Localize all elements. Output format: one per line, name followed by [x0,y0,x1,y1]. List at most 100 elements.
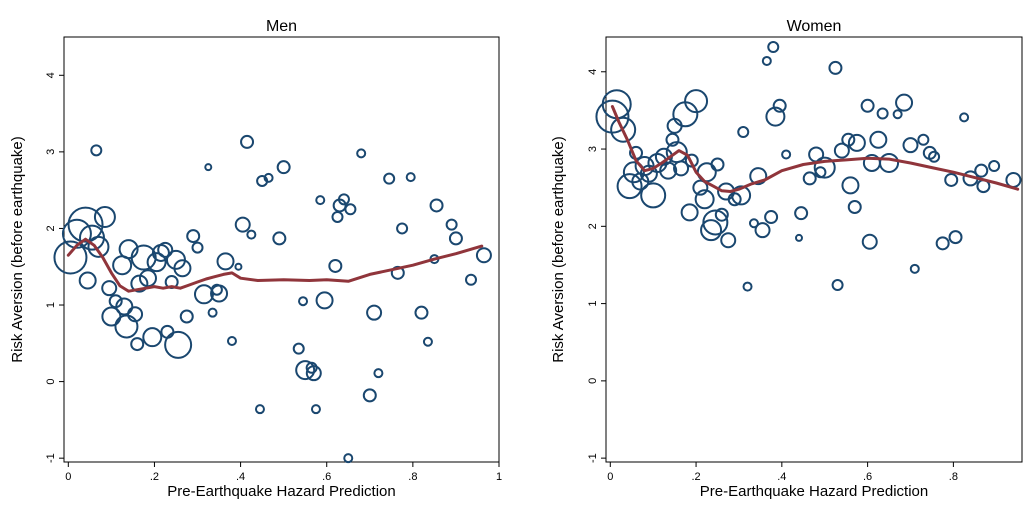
y-axis-title: Risk Aversion (before earthquake) [550,136,567,363]
y-tick-label: 2 [45,225,57,231]
y-tick-label: 3 [587,146,599,152]
scatter-point [622,161,645,184]
scatter-point [794,233,803,242]
scatter-point [727,192,742,207]
scatter-point [813,156,836,179]
scatter-point [207,307,218,318]
scatter-point [988,160,1001,173]
scatter-point [765,106,786,127]
scatter-point [944,172,959,187]
scatter-point [610,116,637,143]
scatter-point [917,133,930,146]
scatter-point [928,150,941,163]
scatter-point [692,179,709,196]
scatter-point [292,342,305,355]
x-tick-label: .6 [863,471,872,483]
scatter-point [847,200,862,214]
x-axis-title: Pre-Earthquake Hazard Prediction [700,483,928,500]
scatter-point [841,132,856,147]
scatter-point [90,144,103,157]
scatter-point [61,218,92,249]
y-tick-label: 0 [45,379,57,385]
scatter-point [710,157,725,172]
scatter-points [595,41,1022,292]
fit-line [66,237,484,293]
scatter-point [737,126,750,139]
y-axis-title: Risk Aversion (before earthquake) [9,136,26,363]
scatter-point [892,109,903,120]
scatter-point [422,336,433,347]
scatter-point [802,171,817,186]
scatter-point [861,233,878,250]
scatter-point [974,163,989,178]
scatter-point [959,112,970,123]
scatter-point [465,273,478,286]
y-tick-label: 1 [587,301,599,307]
x-tick-label: 0 [607,471,613,483]
scatter-point [448,231,463,246]
scatter-point [694,189,715,210]
y-tick-label: 4 [587,69,599,75]
scatter-point [396,222,409,235]
scatter-point [234,216,251,233]
scatter-point [204,163,213,172]
scatter-point [833,142,850,159]
scatter-point [405,172,416,183]
scatter-point [680,203,699,222]
scatter-point [254,404,265,415]
scatter-point [948,230,963,245]
x-tick-label: 0 [65,471,71,483]
scatter-point [684,89,709,114]
scatter-point [665,132,680,147]
y-tick-label: -1 [587,453,599,463]
chart-panel: Women 0 .2 .4 .6 .8 -1 0 1 2 3 4 Pre-Earthquake Haza… [550,18,1023,500]
scatter-point [298,296,309,307]
scatter-point [909,263,920,274]
scatter-point [794,206,809,221]
scatter-point [429,198,444,213]
scatter-point [373,368,384,379]
scatter-point [87,235,110,258]
x-tick-label: .6 [322,471,331,483]
scatter-point [315,195,326,206]
scatter-point [118,239,139,260]
scatter-point [142,327,163,348]
scatter-point [640,182,667,209]
scatter-point [764,210,779,225]
scatter-point [767,41,780,54]
scatter-point [67,206,104,243]
scatter-point [246,229,257,240]
y-tick-label: 2 [587,223,599,229]
scatter-point [130,337,145,352]
scatter-point [634,156,655,177]
scatter-point [130,244,157,271]
scatter-points [53,134,492,464]
scatter-point [101,280,118,297]
scatter-point [157,241,174,258]
scatter-point [337,193,350,206]
x-tick-label: .8 [408,471,417,483]
scatter-point [673,160,690,177]
scatter-point [276,160,291,175]
scatter-point [127,306,144,323]
plot-frame [605,36,1023,463]
scatter-point [263,172,274,183]
scatter-point [414,305,429,320]
plot-frame [63,36,500,463]
scatter-point [383,172,396,185]
scatter-point [310,404,321,415]
scatter-point [445,218,458,231]
scatter-point [616,173,643,200]
scatter-point [876,107,889,120]
x-axis-title: Pre-Earthquake Hazard Prediction [167,483,395,500]
scatter-point [331,210,344,223]
x-tick-label: .4 [236,471,245,483]
scatter-point [860,98,875,113]
scatter-point [935,236,950,251]
x-tick-label: .8 [949,471,958,483]
scatter-point [754,222,771,239]
scatter-point [366,304,383,321]
scatter-point [828,60,843,75]
scatter-point [761,55,772,66]
scatter-point [114,314,139,339]
